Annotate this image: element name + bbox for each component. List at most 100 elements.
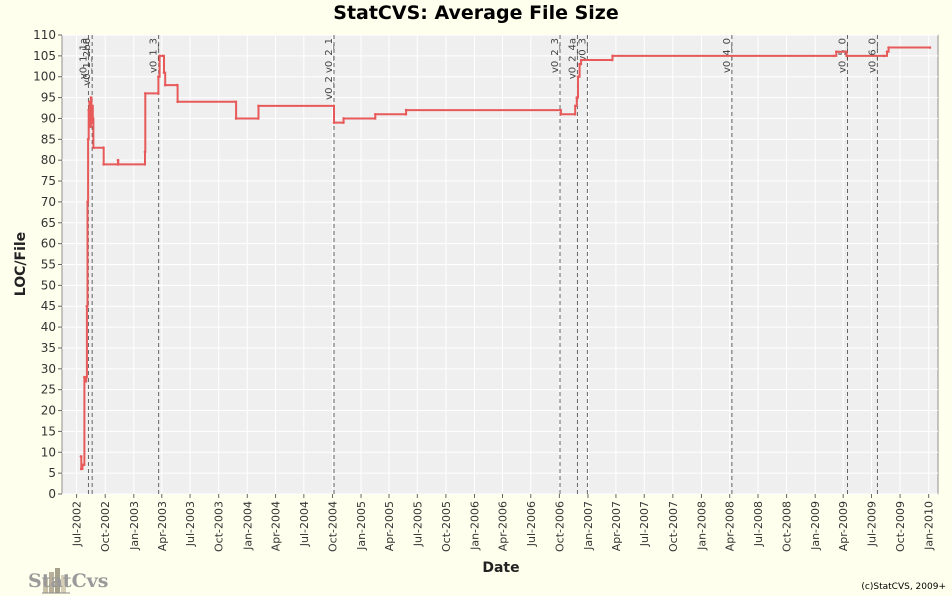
x-axis-label: Date	[482, 560, 519, 576]
data-point	[143, 163, 146, 166]
copyright-text: (c)StatCVS, 2009+	[861, 582, 946, 592]
data-point	[85, 304, 89, 308]
x-tick-label: Oct-2005	[440, 501, 453, 552]
y-tick-label: 90	[41, 111, 56, 125]
data-point	[88, 125, 92, 129]
data-point	[102, 146, 105, 149]
y-tick-label: 95	[41, 91, 56, 105]
y-tick-label: 20	[41, 404, 56, 418]
x-tick-label: Apr-2004	[270, 501, 283, 551]
data-point	[835, 50, 838, 53]
data-point	[404, 108, 408, 112]
x-tick-label: Jan-2008	[695, 501, 708, 551]
tag-marker-label: v0_2_3	[550, 38, 561, 73]
x-tick-label: Oct-2002	[99, 501, 112, 552]
data-point	[162, 71, 166, 74]
data-point	[161, 54, 165, 58]
data-point	[116, 158, 120, 162]
data-point	[86, 200, 89, 204]
data-point	[91, 117, 95, 120]
x-tick-label: Oct-2009	[894, 501, 907, 552]
data-point	[610, 58, 614, 62]
data-point	[92, 146, 95, 149]
x-tick-label: Jan-2006	[469, 501, 482, 551]
y-tick-label: 5	[48, 466, 56, 480]
data-point	[844, 50, 848, 53]
y-tick-label: 15	[41, 424, 56, 438]
data-point	[342, 117, 345, 120]
data-point	[102, 163, 105, 166]
y-tick-label: 65	[41, 216, 56, 230]
data-point	[404, 112, 408, 116]
data-point	[84, 375, 88, 379]
tag-marker-label: v0_2_4a	[567, 38, 578, 79]
y-tick-label: 85	[41, 132, 56, 146]
x-tick-label: Jul-2009	[865, 501, 878, 547]
data-point	[257, 104, 260, 108]
data-point	[845, 54, 848, 58]
x-tick-label: Oct-2008	[781, 501, 794, 552]
data-point	[234, 117, 238, 120]
x-tick-label: Apr-2003	[156, 501, 169, 551]
data-point	[832, 54, 835, 58]
x-tick-label: Jan-2004	[241, 501, 254, 551]
data-point	[576, 75, 580, 79]
x-tick-label: Apr-2008	[724, 501, 737, 551]
x-tick-label: Jan-2007	[582, 501, 595, 551]
tag-marker-label: v0_5_0	[838, 38, 849, 73]
x-tick-label: Jan-2009	[809, 501, 822, 551]
y-tick-label: 75	[41, 174, 56, 188]
data-point	[575, 96, 579, 99]
x-tick-label: Oct-2006	[553, 501, 566, 552]
y-axis: 0 5 10 15 20 25 30 35 40 45 50 55 60 65 70 75 80 85 90 95 10…	[33, 28, 62, 501]
data-point	[559, 108, 562, 112]
data-point	[176, 100, 179, 104]
y-tick-label: 50	[41, 278, 56, 292]
x-tick-label: Oct-2007	[667, 501, 680, 552]
y-tick-label: 100	[33, 70, 56, 84]
data-point	[175, 83, 179, 87]
x-tick-label: Oct-2004	[326, 501, 339, 552]
data-point	[143, 150, 147, 154]
y-tick-label: 35	[41, 341, 56, 355]
data-point	[88, 100, 91, 104]
grid	[62, 34, 938, 495]
y-tick-label: 80	[41, 153, 56, 167]
chart-title: StatCVS: Average File Size	[333, 2, 619, 24]
x-tick-label: Apr-2006	[496, 501, 509, 551]
data-point	[374, 112, 377, 116]
y-tick-label: 25	[41, 383, 56, 397]
data-point	[86, 138, 90, 141]
data-point	[573, 104, 577, 108]
x-tick-label: Jul-2004	[298, 501, 311, 547]
x-tick-label: Jan-2010	[923, 501, 936, 551]
y-tick-label: 60	[41, 237, 56, 251]
x-tick-label: Apr-2007	[610, 501, 623, 551]
data-point	[578, 62, 581, 66]
tag-marker-label: v0_1_1a	[78, 38, 89, 79]
tag-marker-label: v0_3	[577, 38, 588, 62]
data-point	[83, 375, 86, 379]
statcvs-logo-text: StatCvs	[28, 570, 109, 592]
data-point	[79, 455, 83, 458]
data-point	[90, 104, 94, 108]
data-point	[157, 75, 160, 79]
data-point	[332, 104, 335, 108]
y-tick-label: 40	[41, 320, 56, 334]
data-point	[79, 467, 83, 471]
data-point	[158, 54, 161, 58]
x-tick-label: Jan-2003	[128, 501, 141, 551]
data-point	[928, 46, 932, 49]
data-point	[84, 380, 88, 383]
data-point	[887, 46, 890, 49]
x-tick-label: Jul-2005	[411, 501, 424, 547]
tag-marker-label: v0_2 v0_2_1	[324, 38, 335, 100]
data-point	[234, 100, 238, 104]
x-tick-label: Oct-2003	[213, 501, 226, 552]
x-tick-label: Jul-2002	[71, 501, 84, 547]
data-point	[573, 112, 577, 116]
data-point	[373, 117, 377, 120]
data-point	[611, 54, 614, 58]
y-axis-label: LOC/File	[13, 232, 29, 296]
y-tick-label: 0	[48, 487, 56, 501]
